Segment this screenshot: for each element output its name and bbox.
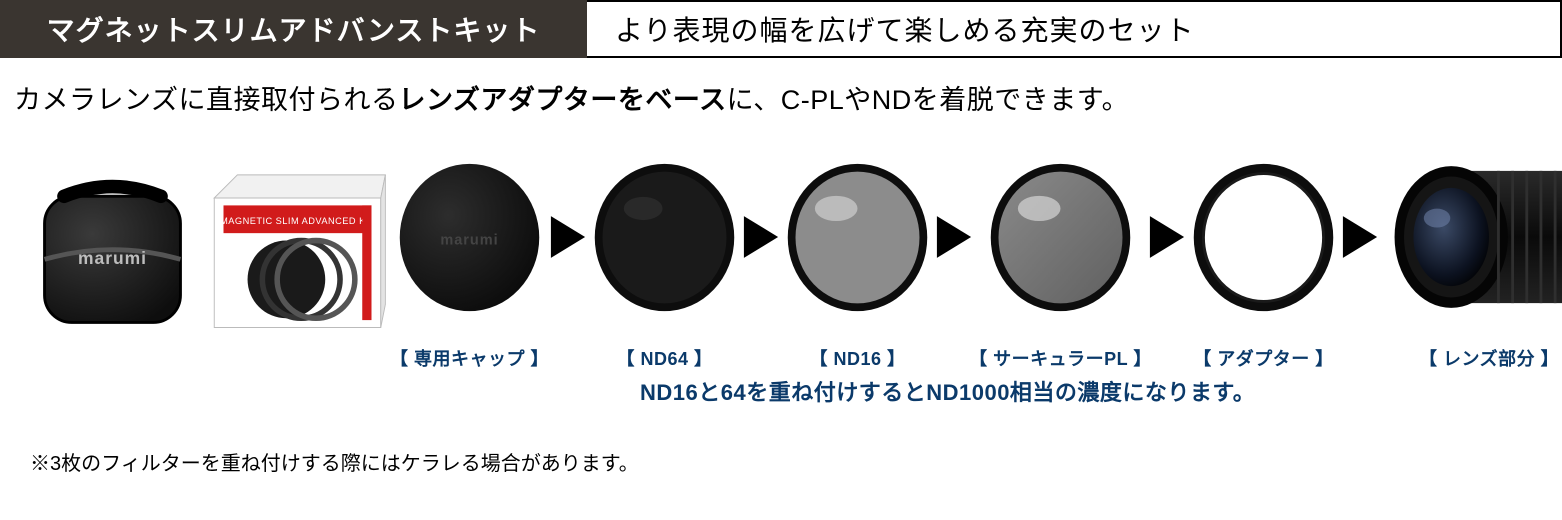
svg-text:MAGNETIC SLIM ADVANCED KIT: MAGNETIC SLIM ADVANCED KIT	[220, 216, 375, 226]
adapter-icon	[1186, 160, 1341, 315]
label-cpl: 【 サーキュラーPL 】	[969, 345, 1152, 371]
cpl-icon	[983, 160, 1138, 315]
item-adapter: 【 アダプター 】	[1186, 137, 1341, 371]
item-lens: 【 レンズ部分 】	[1384, 137, 1562, 371]
product-box-icon: MAGNETIC SLIM ADVANCED KIT	[205, 161, 390, 337]
label-adapter: 【 アダプター 】	[1193, 345, 1334, 371]
svg-text:marumi: marumi	[78, 248, 147, 268]
arrow-icon	[935, 137, 973, 337]
vignette-footnote: ※3枚のフィルターを重ね付けする際にはケラレる場合があります。	[0, 407, 1562, 476]
header-bar: マグネットスリムアドバンストキット より表現の幅を広げて楽しめる充実のセット	[0, 0, 1562, 58]
lens-icon	[1384, 152, 1562, 322]
arrow-icon	[1341, 137, 1379, 337]
svg-text:marumi: marumi	[440, 232, 498, 248]
soft-case-icon: marumi	[30, 172, 195, 337]
header-title-right: より表現の幅を広げて楽しめる充実のセット	[587, 0, 1562, 58]
item-cap: marumi 【 専用キャップ 】	[390, 137, 549, 371]
intro-text: カメラレンズに直接取付られるレンズアダプターをベースに、C-PLやNDを着脱でき…	[0, 58, 1562, 127]
header-title-left: マグネットスリムアドバンストキット	[0, 0, 587, 58]
label-nd64: 【 ND64 】	[617, 345, 713, 371]
arrow-icon	[742, 137, 780, 337]
item-nd16: 【 ND16 】	[780, 137, 935, 371]
intro-pre: カメラレンズに直接取付られる	[14, 85, 398, 115]
accessories: marumi MAGNETIC SLIM ADVANCED KIT	[30, 137, 390, 365]
cap-icon: marumi	[392, 160, 547, 315]
intro-post: に、C-PLやNDを着脱できます。	[727, 85, 1130, 115]
arrow-icon	[549, 137, 587, 337]
item-nd64: 【 ND64 】	[587, 137, 742, 371]
nd64-icon	[587, 160, 742, 315]
kit-diagram: marumi MAGNETIC SLIM ADVANCED KIT	[0, 127, 1562, 371]
intro-bold: レンズアダプターをベース	[398, 85, 726, 115]
label-cap: 【 専用キャップ 】	[390, 345, 549, 371]
arrow-icon	[1148, 137, 1186, 337]
label-lens: 【 レンズ部分 】	[1419, 345, 1559, 371]
stacking-note: ND16と64を重ね付けするとND1000相当の濃度になります。	[0, 375, 1562, 407]
label-nd16: 【 ND16 】	[810, 345, 906, 371]
nd16-icon	[780, 160, 935, 315]
item-cpl: 【 サーキュラーPL 】	[973, 137, 1148, 371]
